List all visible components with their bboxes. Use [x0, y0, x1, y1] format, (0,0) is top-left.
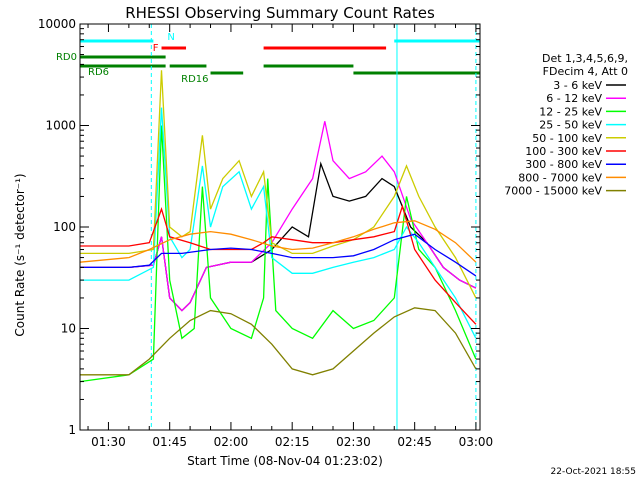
series-lines: [79, 70, 477, 383]
legend-header: FDecim 4, Att 0: [543, 65, 628, 78]
legend-entry-label: 300 - 800 keV: [525, 158, 602, 171]
legend-entry-label: 7000 - 15000 keV: [504, 185, 602, 198]
legend-entry-label: 3 - 6 keV: [553, 79, 602, 92]
series-line-50-100kev: [79, 70, 477, 299]
x-tick-label: 02:45: [397, 435, 432, 449]
x-tick-label: 01:45: [152, 435, 187, 449]
plot-background: [80, 24, 480, 430]
legend-entry-label: 100 - 300 keV: [525, 145, 602, 158]
y-tick-label: 1: [68, 423, 76, 437]
legend: Det 1,3,4,5,6,9,FDecim 4, Att 03 - 6 keV…: [504, 52, 628, 198]
y-tick-label: 100: [53, 220, 76, 234]
legend-entry-label: 6 - 12 keV: [546, 92, 602, 105]
legend-entry-label: 50 - 100 keV: [532, 132, 602, 145]
y-tick-label: 10000: [38, 17, 76, 31]
x-tick-label: 03:00: [459, 435, 494, 449]
y-tick-label: 1000: [45, 119, 76, 133]
state-label-n: N: [167, 32, 174, 43]
state-label-rd6: RD6: [88, 67, 109, 78]
state-label-rd0: RD0: [56, 52, 77, 63]
axes: 1 10 100 1000 10000 01:30 01:45 02:00 02:15 02:30…: [38, 17, 493, 449]
state-label-rd16: RD16: [181, 74, 208, 85]
x-tick-label: 02:15: [275, 435, 310, 449]
plot-area: [80, 24, 480, 430]
y-tick-label: 10: [61, 322, 76, 336]
footer-date: 22-Oct-2021 18:55: [551, 467, 636, 477]
series-line-12-25kev: [79, 125, 477, 383]
y-axis-label: Count Rate (s⁻¹ detector⁻¹): [13, 173, 27, 336]
chart-title: RHESSI Observing Summary Count Rates: [125, 4, 435, 22]
legend-header: Det 1,3,4,5,6,9,: [542, 52, 628, 65]
legend-entry-label: 800 - 7000 keV: [518, 171, 602, 184]
series-line-800-7000kev: [79, 220, 477, 263]
legend-entry-label: 25 - 50 keV: [539, 119, 602, 132]
x-tick-label: 02:30: [336, 435, 371, 449]
x-tick-label: 01:30: [91, 435, 126, 449]
x-axis-label: Start Time (08-Nov-04 01:23:02): [187, 454, 383, 468]
x-tick-label: 02:00: [214, 435, 249, 449]
series-line-100-300kev: [79, 204, 477, 325]
series-line-7000-15000kev: [79, 307, 477, 376]
state-bars: NF RD0 RD6 RD16: [56, 32, 480, 85]
state-label-f: F: [153, 43, 159, 54]
legend-entry-label: 12 - 25 keV: [539, 105, 602, 118]
series-line-300-800kev: [79, 233, 477, 277]
